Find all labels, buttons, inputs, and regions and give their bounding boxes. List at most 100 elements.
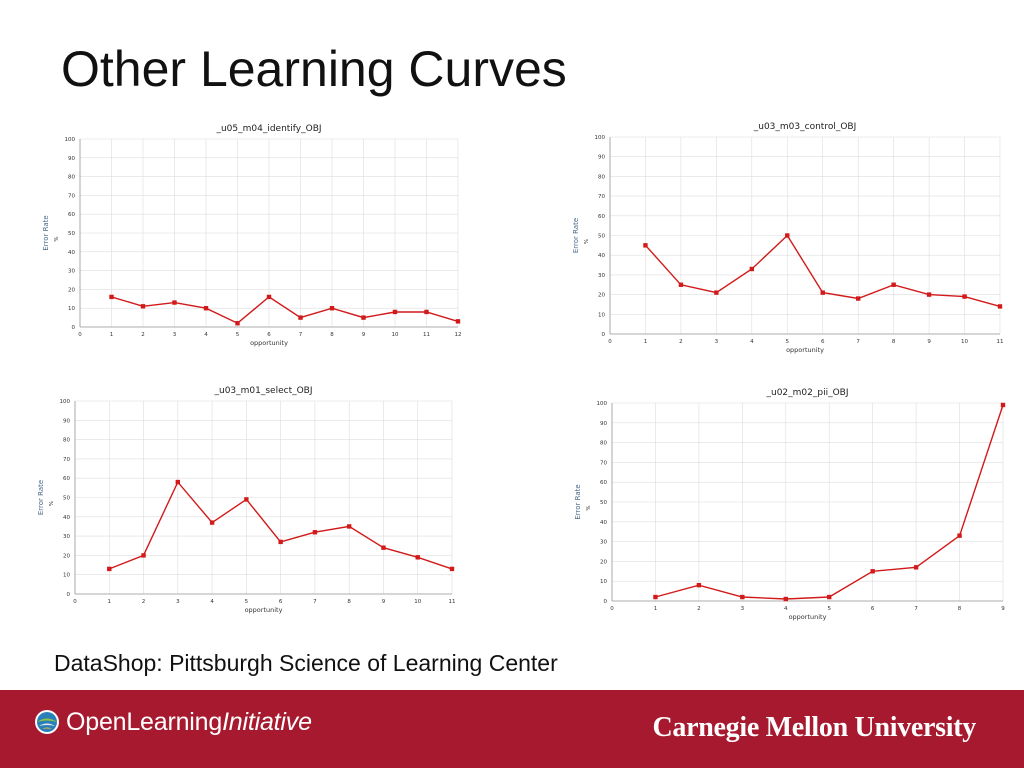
x-axis-label: opportunity [250,339,288,347]
x-axis-label: opportunity [245,606,283,614]
y-tick-label: 40 [63,515,70,521]
chart-pii: _u02_m02_pii_OBJ 0 10 20 30 40 50 60 70 80 90 100 0 1… [560,383,1005,623]
cmu-wordmark: Carnegie Mellon University [652,712,977,743]
y-tick-label: 60 [68,212,75,218]
data-point [266,294,272,300]
chart-svg: _u02_m02_pii_OBJ 0 10 20 30 40 50 60 70 80 90 100 0 1… [574,388,1005,621]
x-tick-label: 11 [423,332,430,338]
x-tick-label: 10 [414,599,421,605]
y-tick-label: 50 [600,500,607,506]
data-point [957,533,962,538]
y-tick-label: 100 [65,137,76,143]
logo-wordmark-part1: OpenLearning [66,707,223,736]
data-point [997,304,1003,309]
y-unit-label: % [54,236,60,241]
y-tick-label: 20 [68,287,75,293]
x-tick-label: 2 [141,332,145,338]
data-point [653,594,658,600]
y-tick-label: 0 [602,332,606,338]
data-point [962,294,967,299]
data-point [140,304,146,309]
y-tick-label: 0 [67,592,71,598]
x-tick-label: 12 [455,332,462,338]
x-tick-label: 6 [871,606,875,612]
data-point [855,296,861,301]
x-tick-label: 9 [382,599,386,605]
slide-title: Other Learning Curves [61,41,567,97]
data-point [714,290,719,295]
data-point [926,292,932,297]
chart-title: _u03_m03_control_OBJ [753,122,857,132]
y-tick-label: 80 [68,175,75,181]
y-tick-label: 80 [598,174,605,180]
y-tick-label: 30 [598,273,605,279]
data-point [415,555,420,560]
x-tick-label: 7 [299,332,303,338]
y-tick-label: 90 [63,418,70,424]
x-tick-label: 9 [362,332,366,338]
y-unit-label: % [584,239,590,244]
data-point [891,282,896,287]
data-point [870,569,875,574]
x-tick-label: 2 [697,606,701,612]
data-point [749,266,755,272]
y-tick-label: 0 [604,599,608,605]
data-point [783,596,788,602]
y-tick-label: 70 [600,460,607,466]
y-tick-label: 20 [63,553,70,559]
chart-title: _u05_m04_identify_OBJ [215,124,321,134]
chart-title: _u03_m01_select_OBJ [213,386,312,396]
x-axis-label: opportunity [786,346,824,354]
x-tick-label: 8 [330,332,334,338]
data-point [346,524,352,529]
x-tick-label: 10 [961,339,968,345]
data-point [141,553,146,558]
y-tick-label: 70 [63,457,70,463]
data-point [278,539,283,545]
x-tick-label: 6 [267,332,271,338]
y-tick-label: 40 [600,520,607,526]
y-tick-label: 10 [598,312,605,318]
y-tick-label: 60 [63,476,70,482]
y-tick-label: 80 [63,438,70,444]
y-tick-label: 40 [598,253,605,259]
open-learning-initiative-logo: OpenLearningInitiative [34,708,312,736]
chart-svg: _u03_m01_select_OBJ010203040506070809010… [37,386,456,614]
x-axis-label: opportunity [789,613,827,621]
y-tick-label: 30 [600,540,607,546]
y-tick-label: 0 [72,325,76,331]
y-axis-label: Error Rate [572,218,580,253]
y-tick-label: 90 [598,155,605,161]
y-tick-label: 60 [600,480,607,486]
x-tick-label: 11 [449,599,456,605]
y-tick-label: 90 [68,156,75,162]
x-tick-label: 3 [176,599,180,605]
chart-title: _u02_m02_pii_OBJ [765,388,848,398]
x-tick-label: 3 [741,606,745,612]
y-tick-label: 50 [68,231,75,237]
series-line [111,296,459,325]
chart-control: _u03_m03_control_OBJ 0 10 20 30 40 50 60 70 80 90 1… [556,118,1004,358]
x-tick-label: 10 [392,332,399,338]
y-tick-label: 80 [600,441,607,447]
x-tick-label: 6 [821,339,825,345]
x-tick-label: 7 [856,339,860,345]
y-tick-label: 100 [597,401,608,407]
data-point [298,315,303,320]
x-tick-label: 6 [279,599,283,605]
data-point [381,545,386,550]
x-tick-label: 7 [313,599,317,605]
y-tick-label: 30 [68,269,75,275]
y-unit-label: % [49,501,55,506]
x-tick-label: 0 [610,606,614,612]
globe-icon [35,710,59,734]
data-point [244,497,249,502]
data-point [424,309,429,315]
x-tick-label: 9 [927,339,931,345]
data-point [209,520,215,525]
x-tick-label: 5 [245,599,249,605]
y-tick-label: 60 [598,214,605,220]
x-tick-label: 9 [1001,606,1005,612]
x-tick-label: 1 [110,332,114,338]
data-point [696,582,702,588]
